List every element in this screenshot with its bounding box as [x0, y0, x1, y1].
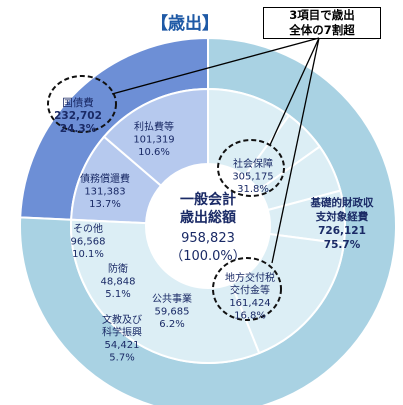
label-interest-name-1: 利払費等	[134, 120, 174, 133]
label-defense-percent: 5.1%	[105, 289, 130, 300]
center-circle	[147, 165, 269, 287]
label-other-name-1: その他	[73, 222, 103, 235]
label-primary-expenses-name-2: 支対象経費	[315, 210, 369, 223]
label-defense-name-1: 防衛	[108, 262, 128, 275]
label-social-security-value: 305,175	[232, 172, 273, 183]
label-public-works-name-1: 公共事業	[152, 292, 192, 305]
center-total-value: 958,823	[181, 231, 235, 246]
label-education-science-name-2: 科学振興	[102, 326, 142, 339]
label-education-science-value: 54,421	[105, 340, 140, 351]
highlight-local-allocation-tax	[212, 257, 282, 321]
label-local-allocation-tax-name-1: 地方交付税	[225, 271, 275, 284]
label-other-value: 96,568	[71, 237, 106, 248]
callout-line-1	[111, 37, 320, 95]
label-education-science-name-1: 文教及び	[102, 313, 142, 326]
label-other-percent: 10.1%	[72, 249, 104, 260]
callout-line-2	[269, 37, 320, 146]
center-title-line-1: 一般会計	[180, 191, 236, 208]
label-defense-value: 48,848	[101, 277, 136, 288]
highlight-debt-service	[47, 75, 117, 133]
highlight-ellipses	[47, 75, 285, 321]
callout-line-1: 3項目で歳出	[289, 8, 355, 22]
label-local-allocation-tax-name-2: 交付金等	[230, 284, 270, 297]
callout-line-2: 全体の7割超	[289, 23, 355, 37]
label-interest-percent: 10.6%	[138, 147, 170, 158]
label-primary-expenses-value: 726,121	[318, 225, 366, 237]
highlight-social-security	[217, 139, 285, 197]
label-debt-redemption-name-1: 債務償還費	[80, 172, 130, 185]
label-debt-service-value: 232,702	[54, 110, 102, 122]
inner-ring	[70, 87, 347, 364]
callout-box: 3項目で歳出 全体の7割超	[263, 7, 381, 39]
label-primary-expenses-name-1: 基礎的財政収	[310, 196, 374, 209]
label-debt-service-name: 国債費	[62, 96, 94, 109]
center-total-percent: （100.0%）	[170, 249, 246, 264]
inner-slice-social-security	[70, 218, 261, 364]
label-debt-service-percent: 24.3%	[60, 123, 97, 135]
label-education-science-percent: 5.7%	[109, 353, 134, 364]
label-social-security-name-1: 社会保障	[233, 157, 273, 170]
callout-line-3	[271, 37, 320, 264]
inner-slice-local-allocation-tax	[229, 232, 345, 355]
label-social-security-percent: 31.8%	[237, 184, 269, 195]
chart-title: 【歳出】	[151, 14, 219, 34]
label-local-allocation-tax-value: 161,424	[229, 298, 270, 309]
callout-lines	[111, 37, 320, 264]
label-interest-value: 101,319	[133, 135, 174, 146]
label-primary-expenses-percent: 75.7%	[324, 239, 361, 251]
center-title-line-2: 歳出総額	[180, 209, 236, 226]
label-local-allocation-tax-percent: 16.8%	[234, 311, 266, 322]
label-public-works-percent: 6.2%	[159, 319, 184, 330]
label-debt-redemption-percent: 13.7%	[89, 199, 121, 210]
label-debt-redemption-value: 131,383	[84, 187, 125, 198]
label-public-works-value: 59,685	[155, 307, 190, 318]
